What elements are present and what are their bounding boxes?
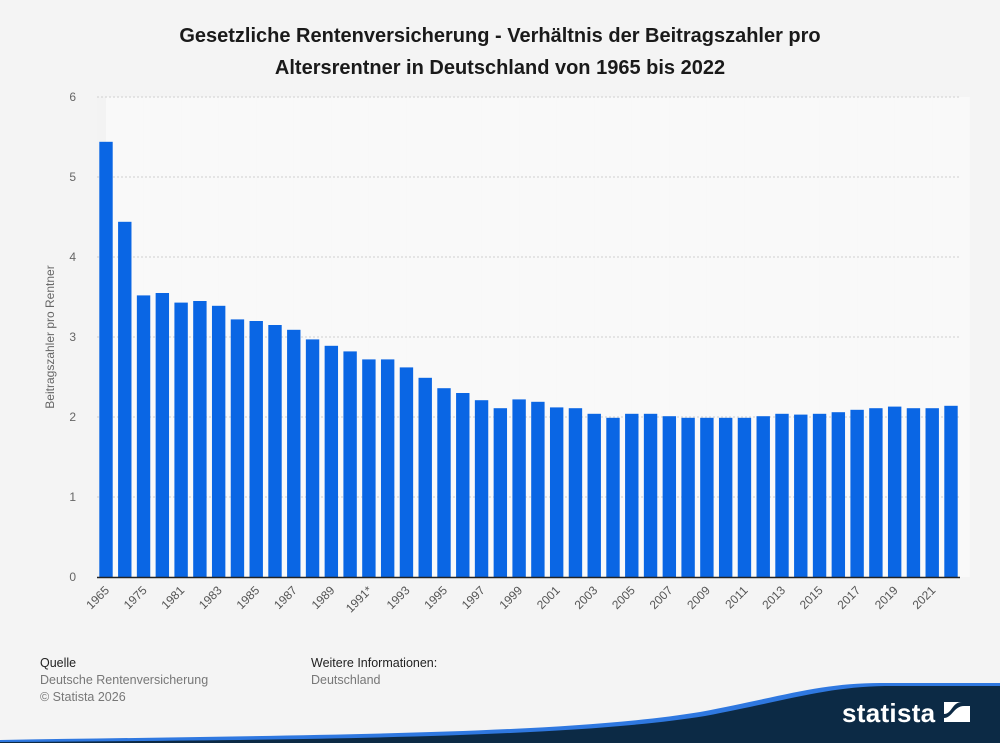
- bar[interactable]: [249, 321, 263, 577]
- y-tick-label: 3: [69, 330, 76, 344]
- x-tick-label: 1999: [496, 583, 525, 612]
- bar[interactable]: [906, 408, 921, 577]
- bar[interactable]: [568, 408, 583, 577]
- bar[interactable]: [211, 305, 226, 577]
- bar[interactable]: [305, 339, 320, 577]
- brand-wave-navy: [0, 686, 1000, 743]
- bar[interactable]: [794, 414, 808, 577]
- statista-logo[interactable]: statista: [842, 698, 936, 728]
- source-heading: Quelle: [40, 656, 77, 670]
- x-tick-label: 2021: [910, 583, 939, 612]
- bar[interactable]: [399, 367, 414, 577]
- y-tick-label: 6: [69, 90, 76, 104]
- bar[interactable]: [474, 400, 489, 577]
- x-tick-label: 2009: [684, 583, 713, 612]
- footer-info: Weitere Informationen: Deutschland: [311, 655, 437, 689]
- bar[interactable]: [681, 417, 695, 577]
- x-tick-label: 2017: [834, 583, 863, 612]
- x-tick-label: 1985: [234, 583, 263, 612]
- y-tick-label: 4: [69, 250, 76, 264]
- x-tick-label: 1991*: [343, 583, 375, 615]
- x-tick-label: 1995: [421, 583, 450, 612]
- bar[interactable]: [324, 345, 339, 577]
- y-tick-label: 5: [69, 170, 76, 184]
- bar[interactable]: [512, 399, 526, 577]
- bar[interactable]: [230, 319, 245, 577]
- bar[interactable]: [944, 405, 958, 577]
- bar[interactable]: [549, 407, 564, 577]
- bar[interactable]: [136, 295, 151, 577]
- bar[interactable]: [493, 408, 508, 577]
- bar[interactable]: [831, 412, 846, 577]
- x-tick-label: 1981: [158, 583, 187, 612]
- x-tick-label: 2001: [534, 583, 563, 612]
- bar[interactable]: [625, 413, 639, 577]
- y-tick-label: 0: [69, 570, 76, 584]
- bar[interactable]: [193, 301, 207, 577]
- x-tick-label: 1997: [459, 583, 488, 612]
- bar[interactable]: [775, 413, 789, 577]
- y-axis-label: Beitragszahler pro Rentner: [43, 265, 57, 408]
- x-tick-label: 2019: [872, 583, 901, 612]
- bar[interactable]: [287, 329, 301, 577]
- x-tick-label: 2005: [609, 583, 638, 612]
- bar[interactable]: [737, 417, 752, 577]
- bar[interactable]: [643, 413, 658, 577]
- chart-title-line-1: Gesetzliche Rentenversicherung - Verhält…: [179, 25, 821, 47]
- bar[interactable]: [869, 408, 883, 577]
- footer-source: Quelle Deutsche Rentenversicherung © Sta…: [40, 655, 208, 706]
- bar[interactable]: [887, 406, 902, 577]
- copyright: © Statista 2026: [40, 690, 126, 704]
- bar[interactable]: [380, 359, 395, 577]
- bar[interactable]: [606, 417, 620, 577]
- bar[interactable]: [531, 401, 545, 577]
- bar[interactable]: [756, 416, 770, 577]
- bars: [99, 141, 958, 578]
- x-tick-label: 1975: [121, 583, 150, 612]
- x-tick-label: 2003: [572, 583, 601, 612]
- bar[interactable]: [99, 141, 113, 578]
- bar[interactable]: [925, 408, 939, 577]
- x-axis-ticks: 1965 1975 1981 1983 1985 1987 1989 1991* 1993 199…: [83, 583, 938, 615]
- source-link[interactable]: Deutsche Rentenversicherung: [40, 673, 209, 687]
- x-tick-label: 2007: [647, 583, 676, 612]
- bar[interactable]: [437, 388, 451, 577]
- info-text: Deutschland: [311, 673, 381, 687]
- bar[interactable]: [456, 393, 470, 577]
- bar[interactable]: [700, 417, 714, 577]
- x-tick-label: 1993: [384, 583, 413, 612]
- bar[interactable]: [418, 377, 432, 577]
- y-axis-ticks: 0 1 2 3 4 5 6: [69, 90, 76, 584]
- y-tick-label: 2: [69, 410, 76, 424]
- bar[interactable]: [268, 325, 282, 577]
- info-heading: Weitere Informationen:: [311, 656, 438, 670]
- bar[interactable]: [587, 413, 601, 577]
- x-tick-label: 1965: [83, 583, 112, 612]
- x-tick-label: 2013: [759, 583, 788, 612]
- x-tick-label: 1987: [271, 583, 300, 612]
- y-tick-label: 1: [69, 490, 76, 504]
- bar[interactable]: [812, 413, 827, 577]
- bar[interactable]: [718, 417, 733, 577]
- bar[interactable]: [343, 351, 357, 577]
- bar[interactable]: [174, 302, 188, 577]
- bar[interactable]: [850, 409, 864, 577]
- chart-title: Gesetzliche Rentenversicherung - Verhält…: [0, 20, 1000, 84]
- x-tick-label: 1983: [196, 583, 225, 612]
- x-tick-label: 2011: [722, 583, 750, 611]
- statista-logo-icon: [944, 702, 970, 722]
- x-tick-label: 2015: [797, 583, 826, 612]
- x-tick-label: 1989: [309, 583, 338, 612]
- bar[interactable]: [118, 221, 132, 578]
- bar[interactable]: [155, 293, 170, 577]
- bar[interactable]: [362, 359, 376, 577]
- chart-title-line-2: Altersrentner in Deutschland von 1965 bi…: [274, 57, 726, 79]
- bar[interactable]: [662, 416, 677, 577]
